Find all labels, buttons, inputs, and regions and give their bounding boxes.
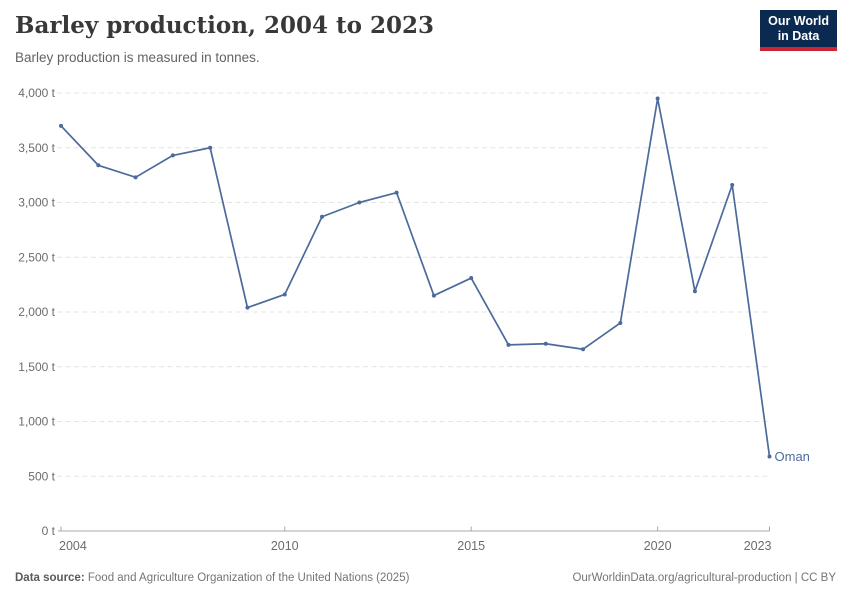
y-axis-tick-label: 4,000 t: [18, 86, 55, 100]
x-axis-tick-label: 2015: [457, 539, 485, 553]
data-point-marker: [767, 454, 772, 459]
y-axis-tick-label: 3,000 t: [18, 196, 55, 210]
data-source: Data source: Food and Agriculture Organi…: [15, 572, 409, 584]
y-axis-tick-label: 1,000 t: [18, 415, 55, 429]
data-point-marker: [282, 292, 287, 297]
data-point-marker: [320, 214, 325, 219]
data-point-marker: [543, 341, 548, 346]
y-axis-tick-label: 2,000 t: [18, 305, 55, 319]
data-point-marker: [618, 320, 623, 325]
data-source-label: Data source:: [15, 572, 85, 584]
data-point-marker: [170, 153, 175, 158]
x-axis-tick-label: 2004: [59, 539, 87, 553]
owid-logo[interactable]: Our World in Data: [760, 10, 837, 51]
logo-text-line1: Our World: [768, 14, 829, 28]
series-entity-label: Oman: [775, 449, 810, 464]
y-axis-tick-label: 500 t: [28, 469, 55, 483]
data-point-marker: [394, 190, 399, 195]
data-point-marker: [357, 200, 362, 205]
page-title: Barley production, 2004 to 2023: [15, 12, 434, 39]
chart-footer: Data source: Food and Agriculture Organi…: [15, 572, 836, 584]
data-point-marker: [581, 347, 586, 352]
data-point-marker: [469, 276, 474, 281]
y-axis-tick-label: 2,500 t: [18, 250, 55, 264]
data-point-marker: [655, 96, 660, 101]
chart-subtitle: Barley production is measured in tonnes.: [15, 50, 260, 65]
y-axis-tick-label: 1,500 t: [18, 360, 55, 374]
series-line: [60, 97, 771, 458]
footer-citation-link[interactable]: OurWorldinData.org/agricultural-producti…: [572, 572, 836, 584]
logo-text-line2: in Data: [777, 29, 820, 43]
data-point-marker: [730, 182, 735, 187]
y-axis-tick-label: 3,500 t: [18, 141, 55, 155]
data-point-marker: [692, 289, 697, 294]
data-point-marker: [133, 175, 138, 180]
x-axis-tick-label: 2010: [271, 539, 299, 553]
data-point-marker: [506, 342, 511, 347]
data-source-text: Food and Agriculture Organization of the…: [87, 572, 410, 584]
data-point-marker: [245, 305, 250, 310]
data-point-marker: [96, 163, 101, 168]
y-axis-tick-label: 0 t: [42, 524, 56, 538]
data-point-marker: [208, 145, 213, 150]
data-point-marker: [59, 123, 63, 128]
data-point-marker: [431, 293, 436, 298]
x-axis-tick-label: 2020: [644, 539, 672, 553]
x-axis-tick-label: 2023: [744, 539, 772, 553]
